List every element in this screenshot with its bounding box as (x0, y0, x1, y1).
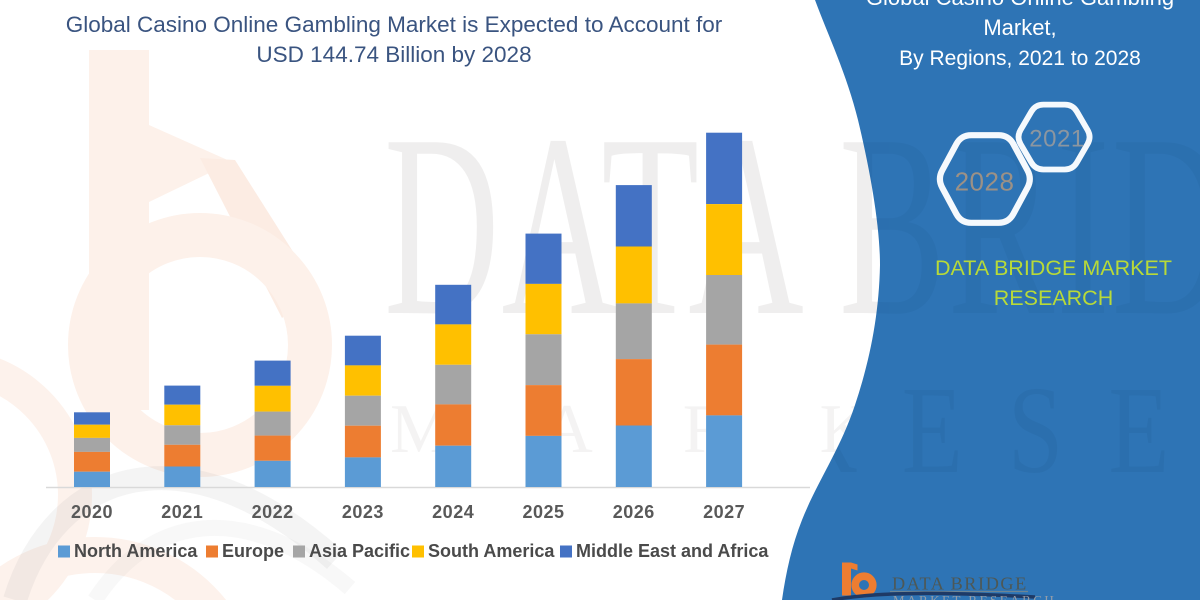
svg-text:Middle East and Africa: Middle East and Africa (576, 541, 769, 561)
svg-text:RESEARCH: RESEARCH (790, 362, 1200, 500)
svg-text:2028: 2028 (955, 167, 1015, 197)
svg-text:2024: 2024 (432, 502, 474, 522)
svg-text:RESEARCH: RESEARCH (994, 286, 1113, 310)
svg-text:South America: South America (428, 541, 555, 561)
svg-text:USD 144.74 Billion by 2028: USD 144.74 Billion by 2028 (256, 42, 531, 67)
svg-text:2025: 2025 (522, 502, 564, 522)
svg-text:2020: 2020 (71, 502, 113, 522)
svg-text:By Regions, 2021 to 2028: By Regions, 2021 to 2028 (899, 47, 1141, 70)
svg-text:Asia Pacific: Asia Pacific (309, 541, 410, 561)
svg-text:DATA BRIDGE MARKET: DATA BRIDGE MARKET (935, 256, 1172, 280)
svg-text:2021: 2021 (1029, 126, 1084, 153)
svg-text:MARKET RESEARCH: MARKET RESEARCH (893, 593, 1056, 600)
svg-text:Global Casino Online Gambling: Global Casino Online Gambling (866, 0, 1174, 10)
svg-text:2023: 2023 (342, 502, 384, 522)
svg-text:North America: North America (74, 541, 198, 561)
svg-text:2026: 2026 (613, 502, 655, 522)
svg-text:Global Casino Online Gambling: Global Casino Online Gambling Market is … (66, 12, 723, 37)
svg-text:2022: 2022 (252, 502, 294, 522)
svg-text:DATA BRIDGE: DATA BRIDGE (892, 574, 1028, 594)
svg-text:Market,: Market, (983, 15, 1056, 40)
svg-text:2027: 2027 (703, 502, 745, 522)
svg-text:2021: 2021 (161, 502, 203, 522)
svg-text:Europe: Europe (222, 541, 284, 561)
